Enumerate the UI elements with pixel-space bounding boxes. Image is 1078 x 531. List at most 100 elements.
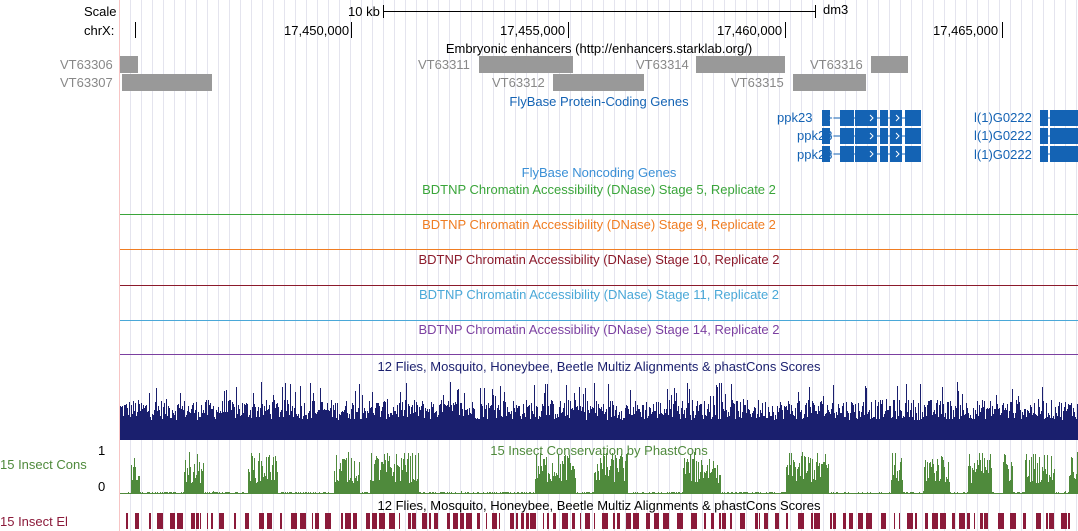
gene-models[interactable] — [0, 0, 1078, 170]
conserved-element[interactable] — [379, 513, 385, 529]
enhancer-feature[interactable] — [871, 56, 908, 73]
conserved-element[interactable] — [196, 513, 199, 529]
conserved-element[interactable] — [499, 513, 500, 529]
conserved-element[interactable] — [580, 513, 581, 529]
conserved-element[interactable] — [594, 513, 595, 529]
conserved-element[interactable] — [267, 513, 272, 529]
exon-block[interactable] — [1050, 146, 1078, 162]
conserved-element[interactable] — [759, 513, 760, 529]
conserved-element[interactable] — [422, 513, 427, 529]
conserved-element[interactable] — [345, 513, 351, 529]
conserved-element[interactable] — [719, 513, 721, 529]
exon-block[interactable] — [905, 110, 921, 126]
conserved-element[interactable] — [447, 513, 450, 529]
conserved-element[interactable] — [366, 513, 370, 529]
exon-block[interactable] — [1040, 110, 1048, 126]
conserved-element[interactable] — [984, 513, 988, 529]
conserved-element[interactable] — [1049, 513, 1054, 529]
gene-label[interactable]: ppk23 — [777, 110, 813, 125]
conserved-element[interactable] — [722, 513, 726, 529]
conserved-element[interactable] — [211, 513, 213, 529]
conserved-element[interactable] — [940, 513, 946, 529]
conserved-element[interactable] — [460, 513, 464, 529]
exon-block[interactable] — [905, 128, 921, 144]
conserved-element[interactable] — [932, 513, 938, 529]
multiz-wiggle[interactable] — [120, 376, 1078, 440]
exon-block[interactable] — [1040, 128, 1048, 144]
conserved-element[interactable] — [300, 513, 306, 529]
conserved-element[interactable] — [149, 513, 151, 529]
conserved-element[interactable] — [1036, 513, 1041, 529]
conserved-element[interactable] — [259, 513, 264, 529]
exon-block[interactable] — [1040, 146, 1048, 162]
conserved-element[interactable] — [626, 513, 631, 529]
conserved-element[interactable] — [562, 513, 568, 529]
conserved-element[interactable] — [207, 513, 208, 529]
exon-block[interactable] — [855, 146, 877, 162]
phastcons-side-label[interactable]: 15 Insect Cons — [0, 457, 87, 472]
conserved-element[interactable] — [191, 513, 195, 529]
exon-block[interactable] — [905, 146, 921, 162]
dnase-track-title[interactable]: BDTNP Chromatin Accessibility (DNase) St… — [422, 182, 776, 197]
phastcons-track-title[interactable]: 15 Insect Conservation by PhastCons — [490, 443, 708, 458]
dnase-track-baseline[interactable] — [120, 285, 1078, 286]
conserved-element[interactable] — [372, 513, 377, 529]
conserved-element[interactable] — [830, 513, 832, 529]
exon-block[interactable] — [855, 110, 877, 126]
enhancer-feature[interactable] — [696, 56, 785, 73]
conserved-element[interactable] — [219, 513, 224, 529]
elements-side-label[interactable]: 15 Insect El — [0, 514, 68, 529]
conserved-element[interactable] — [530, 513, 536, 529]
conserved-element[interactable] — [291, 513, 297, 529]
exon-block[interactable] — [822, 110, 830, 126]
exon-block[interactable] — [840, 146, 854, 162]
dnase-track-title[interactable]: BDTNP Chromatin Accessibility (DNase) St… — [418, 322, 780, 337]
conserved-element[interactable] — [200, 513, 201, 529]
conserved-element[interactable] — [526, 513, 529, 529]
conserved-element[interactable] — [843, 513, 846, 529]
conserved-element[interactable] — [312, 513, 313, 529]
conserved-element[interactable] — [663, 513, 669, 529]
conserved-element[interactable] — [516, 513, 518, 529]
exon-block[interactable] — [1050, 110, 1078, 126]
enhancer-feature[interactable] — [122, 74, 212, 91]
conserved-element[interactable] — [170, 513, 175, 529]
conserved-element[interactable] — [245, 513, 249, 529]
conserved-element[interactable] — [833, 513, 836, 529]
conserved-element[interactable] — [881, 513, 886, 529]
exon-block[interactable] — [880, 110, 888, 126]
exon-block[interactable] — [822, 146, 830, 162]
enhancer-feature[interactable] — [553, 74, 644, 91]
conserved-element[interactable] — [786, 513, 788, 529]
conserved-element[interactable] — [691, 513, 697, 529]
conserved-element[interactable] — [1061, 513, 1067, 529]
conserved-element[interactable] — [811, 513, 813, 529]
conserved-element[interactable] — [654, 513, 659, 529]
dnase-track-title[interactable]: BDTNP Chromatin Accessibility (DNase) St… — [418, 252, 780, 267]
conserved-element[interactable] — [1068, 513, 1070, 529]
conserved-element[interactable] — [974, 513, 975, 529]
conserved-element[interactable] — [135, 513, 139, 529]
enhancer-feature[interactable] — [479, 56, 573, 73]
conserved-element[interactable] — [553, 513, 556, 529]
conserved-element[interactable] — [866, 513, 872, 529]
conserved-element[interactable] — [915, 513, 917, 529]
multiz-track-title[interactable]: 12 Flies, Mosquito, Honeybee, Beetle Mul… — [377, 359, 821, 374]
conserved-element[interactable] — [858, 513, 863, 529]
conserved-element[interactable] — [711, 513, 714, 529]
conserved-element[interactable] — [434, 513, 438, 529]
conserved-element[interactable] — [907, 513, 913, 529]
conserved-element[interactable] — [492, 513, 497, 529]
conserved-element[interactable] — [764, 513, 768, 529]
conserved-element[interactable] — [1010, 513, 1016, 529]
exon-block[interactable] — [890, 128, 902, 144]
conserved-element[interactable] — [704, 513, 706, 529]
gene-label[interactable]: l(1)G0222 — [974, 147, 1032, 162]
conserved-element[interactable] — [280, 513, 282, 529]
noncoding-track-title[interactable]: FlyBase Noncoding Genes — [521, 165, 677, 180]
conserved-element[interactable] — [453, 513, 458, 529]
conserved-element[interactable] — [775, 513, 779, 529]
conserved-element[interactable] — [899, 513, 900, 529]
conserved-element[interactable] — [177, 513, 183, 529]
conserved-element[interactable] — [633, 513, 639, 529]
